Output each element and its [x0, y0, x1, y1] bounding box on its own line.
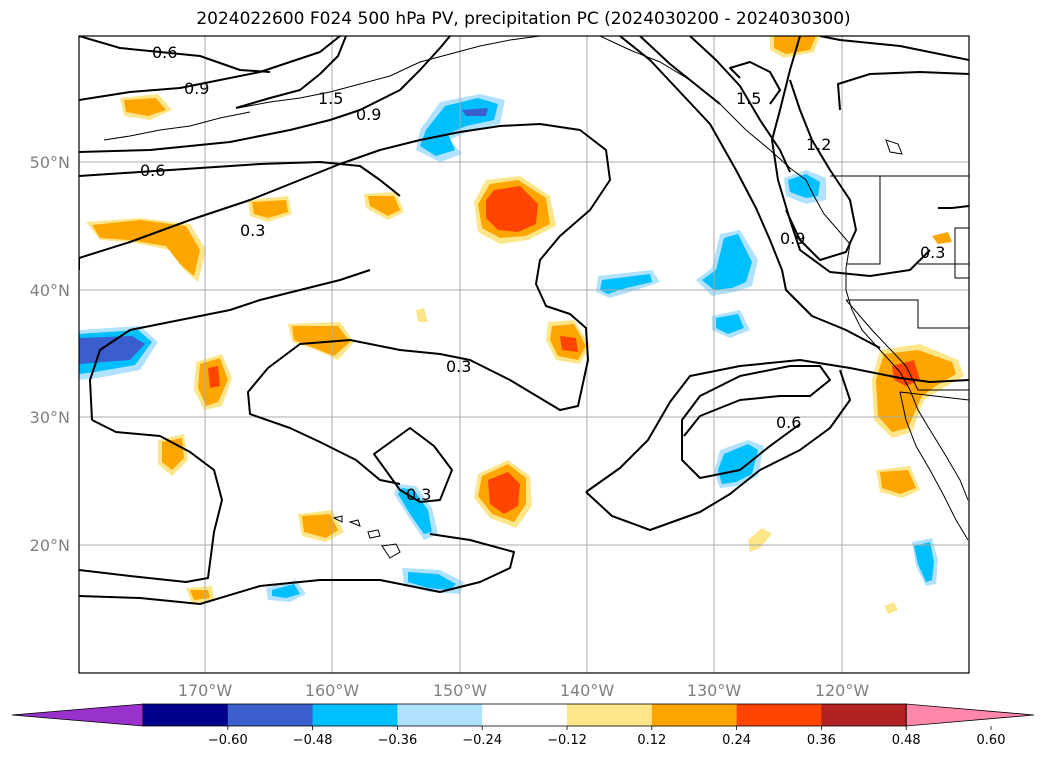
pv-contour-0.9-north — [79, 36, 341, 101]
colorbar: −0.60 −0.48 −0.36 −0.24 −0.12 0.12 0.24 0.36 0.4… — [11, 703, 1035, 748]
colorbar-extend-low — [11, 703, 144, 727]
lat-label-50n: 50°N — [30, 153, 70, 172]
pv-contour-0.3-ridge — [619, 36, 881, 349]
colorbar-segment — [143, 704, 229, 726]
us-west-coast — [845, 268, 969, 501]
aleutian-islands — [103, 111, 251, 141]
lon-label-160w: 160°W — [305, 681, 360, 700]
pv-contour-1.5-east — [729, 61, 781, 105]
colorbar-segment — [312, 704, 398, 726]
pv-contour-0.3-east-edge — [938, 205, 969, 209]
colorbar-tick-label: −0.36 — [377, 733, 417, 748]
map-frame — [78, 35, 970, 674]
state-borders — [846, 176, 969, 329]
pv-label: 0.6 — [152, 43, 177, 62]
colorbar-frame — [142, 703, 907, 727]
pv-contour-0.9-alaska — [79, 36, 451, 153]
pv-contour-0.3-subtropic — [79, 533, 515, 605]
pv-label: 0.3 — [240, 221, 265, 240]
colorbar-tick-label: −0.24 — [462, 733, 502, 748]
lat-label-30n: 30°N — [30, 408, 70, 427]
colorbar-segment — [651, 704, 738, 726]
pos-area-small-21n — [748, 528, 772, 552]
pv-label: 0.9 — [780, 229, 805, 248]
pv-label: 0.6 — [776, 413, 801, 432]
pv-label: 0.3 — [920, 243, 945, 262]
inland-border — [845, 299, 969, 391]
colorbar-tick-label: −0.12 — [547, 733, 587, 748]
mexico-border — [899, 391, 969, 401]
colorbar-tick-label: −0.60 — [208, 733, 248, 748]
colorbar-segment — [227, 704, 314, 726]
precip-positive-areas — [86, 36, 964, 614]
pv-contour-1.5-north — [235, 36, 347, 109]
lon-label-130w: 130°W — [687, 681, 742, 700]
pos-area-small-15n-east — [884, 602, 898, 614]
colorbar-extend-high — [905, 703, 1035, 727]
pv-label: 1.5 — [736, 89, 761, 108]
pv-label: 0.3 — [446, 357, 471, 376]
colorbar-tick-label: 0.36 — [807, 733, 836, 748]
pv-contour-0.6-ridge — [689, 36, 791, 173]
hawaii-oahu — [348, 519, 361, 527]
pv-contour-0.3-south-west — [79, 419, 223, 583]
colorbar-tick-label: −0.48 — [293, 733, 333, 748]
map-layers: 0.6 0.9 1.5 0.9 0.6 0.3 0.3 0.3 0.6 1.5 … — [79, 36, 969, 673]
colorbar-tick-label: 0.12 — [637, 733, 666, 748]
pv-label: 0.9 — [356, 105, 381, 124]
lon-label-140w: 140°W — [560, 681, 615, 700]
lon-label-170w: 170°W — [178, 681, 233, 700]
lon-label-150w: 150°W — [433, 681, 488, 700]
pv-label: 0.6 — [140, 161, 165, 180]
longitude-labels: 170°W 160°W 150°W 140°W 130°W 120°W — [178, 681, 870, 700]
pv-contour-0.6-mid — [79, 161, 401, 197]
pos-area-small-42n-east — [932, 232, 952, 244]
colorbar-tick-label: 0.24 — [722, 733, 751, 748]
hawaii-kauai — [332, 515, 343, 523]
pv-contour-0.6-inner — [681, 365, 831, 479]
colorbar-segment — [567, 704, 653, 726]
pv-contour-0.3-big — [79, 123, 611, 485]
pos-area-small-38n — [416, 308, 428, 322]
colorbar-tick-label: 0.60 — [977, 733, 1006, 748]
bc-coast — [805, 179, 851, 269]
colorbar-segment — [482, 704, 568, 726]
latitude-labels: 50°N 40°N 30°N 20°N — [30, 153, 70, 555]
hawaii-maui — [367, 529, 381, 539]
map-area — [79, 36, 969, 673]
colorbar-tick-label: 0.48 — [892, 733, 921, 748]
pv-contour-0.3-hawaii-loop — [373, 427, 453, 503]
pv-contour-0.3-lower — [89, 269, 371, 421]
colorbar-segment — [736, 704, 822, 726]
pv-contour-1.2-east — [785, 79, 857, 261]
pv-contour-0.6-north — [79, 36, 271, 73]
pv-contour-labels: 0.6 0.9 1.5 0.9 0.6 0.3 0.3 0.3 0.6 1.5 … — [140, 43, 945, 504]
pv-contours — [79, 36, 969, 605]
pv-contour-0.6-east-return — [585, 369, 851, 531]
colorbar-segment — [397, 704, 483, 726]
lat-label-20n: 20°N — [30, 536, 70, 555]
pv-label: 1.5 — [318, 89, 343, 108]
map-title: 2024022600 F024 500 hPa PV, precipitatio… — [196, 9, 851, 29]
island-chain-east — [885, 139, 903, 155]
pv-contour-0.9-east-top — [837, 71, 969, 111]
lat-label-40n: 40°N — [30, 281, 70, 300]
pv-contour-1.2-east-top — [819, 36, 969, 61]
alaska-coast — [237, 36, 541, 109]
lon-label-120w: 120°W — [815, 681, 870, 700]
hawaii-big — [381, 543, 401, 559]
baja-coast — [899, 391, 969, 541]
colorbar-segment — [821, 704, 907, 726]
pv-contour-0.9-east — [771, 36, 931, 277]
pv-label: 1.2 — [806, 135, 831, 154]
pv-label: 0.3 — [406, 485, 431, 504]
pv-contour-1.5-trough — [639, 36, 721, 105]
pv-label: 0.9 — [184, 79, 209, 98]
pv-contour-0.6-east — [585, 359, 969, 493]
